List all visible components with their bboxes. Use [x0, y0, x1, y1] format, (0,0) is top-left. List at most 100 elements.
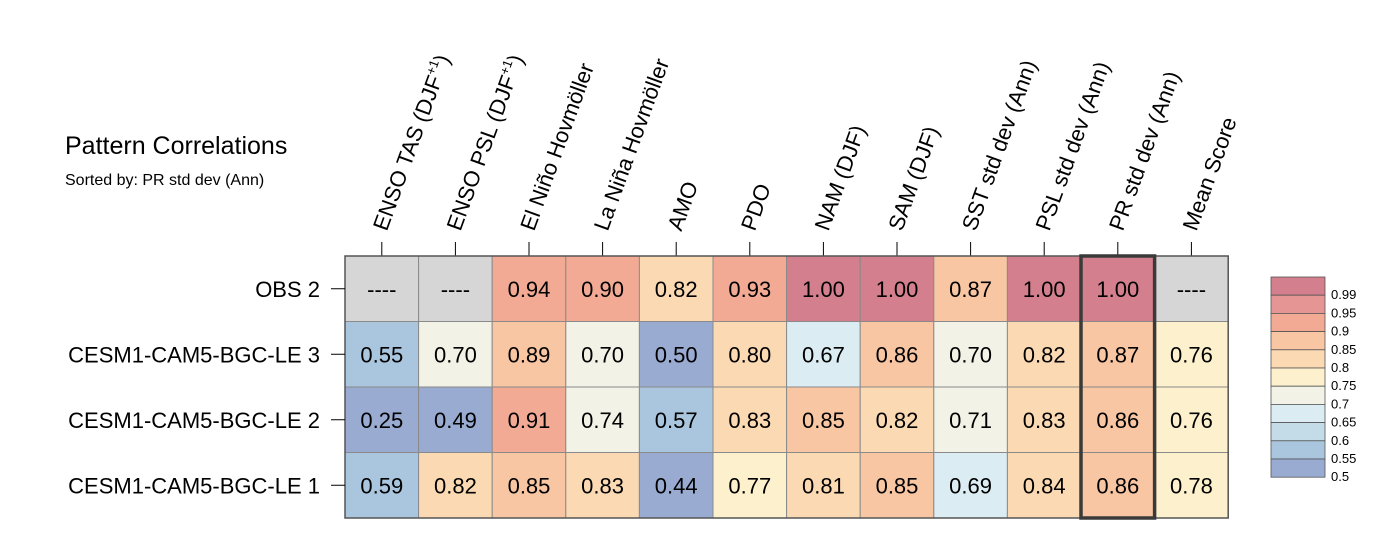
cell-value-label: 0.81 — [802, 473, 845, 498]
column-label: NAM (DJF) — [810, 122, 871, 234]
legend-swatch — [1270, 422, 1326, 442]
cell-value-label: 0.82 — [434, 473, 477, 498]
heatmap-cell — [418, 386, 493, 453]
legend-label: 0.65 — [1331, 415, 1356, 430]
legend-swatch — [1270, 367, 1326, 387]
column-label: PDO — [736, 180, 776, 233]
heatmap-cell — [1154, 321, 1229, 388]
cell-value-label: 0.70 — [581, 342, 624, 367]
legend-label: 0.8 — [1331, 360, 1349, 375]
legend-label: 0.55 — [1331, 451, 1356, 466]
legend-swatch — [1270, 403, 1326, 423]
heatmap-cell — [344, 255, 420, 322]
heatmap-grid: ---- ---- 0.94 0.90 0.82 0.93 1.00 1.00 0.87 1.00… — [344, 254, 1229, 520]
heatmap-cell — [786, 255, 861, 322]
cell-value-label: 0.55 — [360, 342, 403, 367]
cell-value-label: 0.57 — [655, 408, 698, 433]
cell-value-label: ---- — [367, 277, 396, 302]
legend-label: 0.95 — [1331, 305, 1356, 320]
cell-value-label: 0.86 — [876, 342, 919, 367]
cell-value-label: 1.00 — [802, 277, 845, 302]
cell-value-label: 0.85 — [508, 473, 551, 498]
cell-value-label: 0.59 — [360, 473, 403, 498]
row-labels: OBS 2 CESM1-CAM5-BGC-LE 3 CESM1-CAM5-BGC-L… — [68, 277, 345, 498]
cell-value-label: 0.71 — [949, 408, 992, 433]
cell-value-label: 0.93 — [728, 277, 771, 302]
legend-label: 0.85 — [1331, 342, 1356, 357]
heatmap-cell — [1006, 255, 1082, 322]
column-label: SST std dev (Ann) — [957, 57, 1042, 234]
chart-title: Pattern Correlations — [65, 132, 287, 160]
column-label: ENSO TAS (DJF+1) — [367, 51, 455, 234]
heatmap-cell — [565, 452, 640, 519]
cell-value-label: 0.76 — [1170, 408, 1213, 433]
cell-value-label: 0.67 — [802, 342, 845, 367]
heatmap-cell — [344, 452, 420, 519]
cell-value-label: 0.76 — [1170, 342, 1213, 367]
cell-value-label: 0.85 — [802, 408, 845, 433]
column-label: El Niño Hovmöller — [515, 60, 599, 234]
cell-value-label: 0.70 — [434, 342, 477, 367]
heatmap-cell — [712, 386, 788, 453]
cell-value-label: 0.50 — [655, 342, 698, 367]
cell-value-label: 0.85 — [876, 473, 919, 498]
cell-value-label: 1.00 — [1096, 277, 1139, 302]
heatmap-cell — [1080, 255, 1156, 322]
heatmap-cell — [491, 386, 567, 453]
sorted-column-highlight — [1079, 254, 1157, 520]
legend-label: 0.9 — [1331, 324, 1349, 339]
heatmap-cell — [638, 386, 714, 453]
cell-value-label: 0.78 — [1170, 473, 1213, 498]
heatmap-cell — [712, 452, 788, 519]
legend-swatch — [1270, 331, 1326, 351]
cell-value-label: 0.84 — [1023, 473, 1066, 498]
cell-value-label: 0.91 — [508, 408, 551, 433]
grid-border — [344, 255, 1229, 519]
legend-swatch — [1270, 349, 1326, 369]
legend-label: 0.99 — [1331, 287, 1356, 302]
cell-value-label: 0.83 — [1023, 408, 1066, 433]
cell-value-label: 0.44 — [655, 473, 698, 498]
column-label: SAM (DJF) — [883, 123, 944, 234]
cell-value-label: 1.00 — [876, 277, 919, 302]
heatmap-cell — [859, 321, 935, 388]
heatmap-cell — [1154, 255, 1229, 322]
heatmap-cell — [712, 321, 788, 388]
column-label: AMO — [662, 178, 703, 234]
cell-value-label: 0.86 — [1096, 473, 1139, 498]
cell-value-label: 0.89 — [508, 342, 551, 367]
cell-value-label: 0.82 — [1023, 342, 1066, 367]
cell-value-label: 0.87 — [1096, 342, 1139, 367]
cell-value-label: 0.82 — [876, 408, 919, 433]
heatmap-cell — [933, 386, 1008, 453]
heatmap-cell — [638, 452, 714, 519]
row-label: CESM1-CAM5-BGC-LE 1 — [68, 473, 320, 498]
chart-subtitle: Sorted by: PR std dev (Ann) — [65, 172, 264, 189]
cell-value-label: 0.80 — [728, 342, 771, 367]
legend-swatch — [1270, 276, 1326, 296]
heatmap-cell — [1080, 386, 1156, 453]
cell-value-label: 1.00 — [1023, 277, 1066, 302]
cell-value-label: 0.25 — [360, 408, 403, 433]
heatmap-cell — [565, 321, 640, 388]
column-label: ENSO PSL (DJF+1) — [441, 51, 529, 234]
legend-swatch — [1270, 458, 1326, 478]
column-labels: ENSO TAS (DJF+1)ENSO PSL (DJF+1)El Niño … — [367, 51, 1242, 256]
cell-value-label: 0.94 — [508, 277, 551, 302]
column-label: Mean Score — [1178, 114, 1242, 234]
cell-value-label: 0.87 — [949, 277, 992, 302]
cell-value-label: 0.70 — [949, 342, 992, 367]
column-label: PSL std dev (Ann) — [1030, 58, 1114, 234]
legend-swatch — [1270, 440, 1326, 460]
heatmap-cell — [933, 452, 1008, 519]
heatmap-cell — [1154, 386, 1229, 453]
heatmap-cell — [1154, 452, 1229, 519]
cell-value-label: 0.83 — [581, 473, 624, 498]
row-label: OBS 2 — [255, 277, 320, 302]
cell-value-label: ---- — [441, 277, 470, 302]
column-label: PR std dev (Ann) — [1104, 68, 1185, 234]
cell-value-label: 0.69 — [949, 473, 992, 498]
cell-value-label: 0.82 — [655, 277, 698, 302]
column-label: La Niña Hovmöller — [589, 55, 674, 234]
